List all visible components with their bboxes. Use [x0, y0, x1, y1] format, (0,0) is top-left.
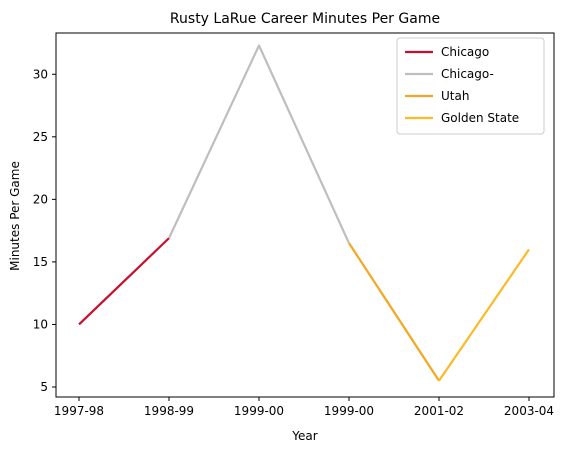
- series-line-3: [348, 242, 440, 382]
- y-tick-label: 5: [40, 380, 48, 394]
- y-tick-label: 30: [33, 67, 48, 81]
- chart-title: Rusty LaRue Career Minutes Per Game: [170, 11, 440, 27]
- legend-label: Chicago: [441, 45, 489, 59]
- x-axis-label: Year: [291, 429, 317, 443]
- x-tick-label: 1998-99: [144, 404, 194, 418]
- x-axis-ticks: 1997-98 1998-99 1999-00 1999-00 2001-02 2003-…: [54, 397, 554, 418]
- x-tick-label: 1997-98: [54, 404, 104, 418]
- legend-label: Utah: [441, 89, 469, 103]
- x-tick-label: 2001-02: [414, 404, 464, 418]
- plot-lines: [78, 44, 530, 382]
- x-tick-label: 2003-04: [504, 404, 554, 418]
- y-tick-label: 10: [33, 317, 48, 331]
- plot-frame: [55, 32, 555, 398]
- y-tick-label: 20: [33, 192, 48, 206]
- series-line-1: [78, 237, 170, 326]
- legend-box: [396, 37, 545, 135]
- x-tick-label: 1999-00: [324, 404, 374, 418]
- y-tick-label: 25: [33, 130, 48, 144]
- x-tick-label: 1999-00: [234, 404, 284, 418]
- y-tick-label: 15: [33, 255, 48, 269]
- legend-label: Chicago-: [441, 67, 494, 81]
- legend: Chicago Chicago- Utah Golden State: [396, 37, 545, 135]
- y-axis-label: Minutes Per Game: [8, 161, 22, 271]
- legend-label: Golden State: [441, 111, 519, 125]
- series-line-2: [168, 44, 351, 244]
- series-line-4: [438, 248, 530, 382]
- y-axis-ticks: 5 10 15 20 25 30: [33, 67, 56, 394]
